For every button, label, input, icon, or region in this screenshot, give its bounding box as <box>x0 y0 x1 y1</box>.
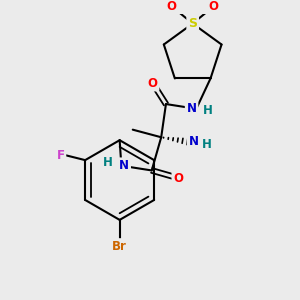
Text: N: N <box>119 159 129 172</box>
Text: Br: Br <box>112 240 127 253</box>
Text: F: F <box>56 149 64 162</box>
Text: N: N <box>187 102 196 115</box>
Text: S: S <box>188 17 197 30</box>
Text: H: H <box>202 138 212 151</box>
Text: O: O <box>167 0 177 13</box>
Text: O: O <box>208 0 219 13</box>
Text: H: H <box>203 104 213 117</box>
Text: H: H <box>103 156 113 170</box>
Text: O: O <box>148 77 158 90</box>
Text: O: O <box>173 172 183 184</box>
Text: N: N <box>188 136 199 148</box>
